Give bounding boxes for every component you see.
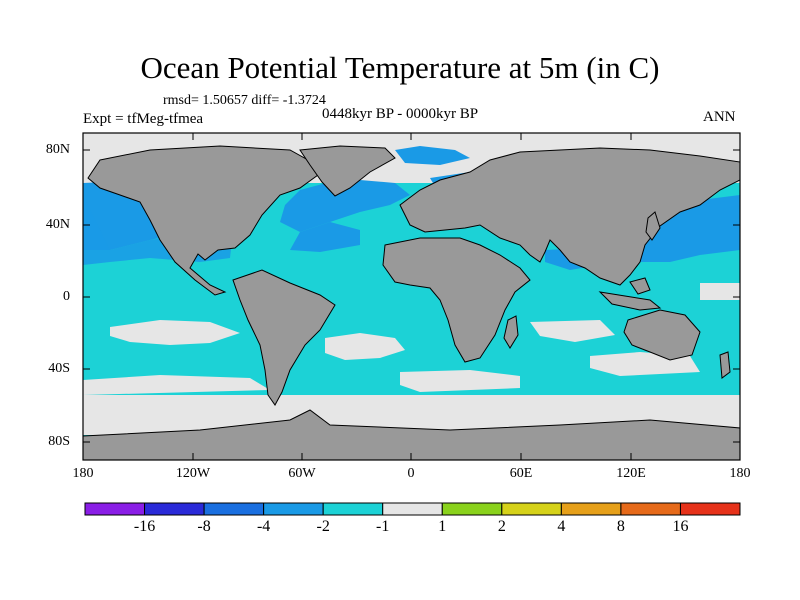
colorbar-swatch [382,502,443,516]
x-tick-label: 120E [616,466,646,481]
colorbar-swatch [84,502,146,516]
x-tick-label: 120W [175,466,211,481]
land-indonesia [598,291,662,311]
colorbar-swatch [501,502,562,516]
colorbar-label: -1 [376,518,390,535]
x-tick-label: 0 [407,466,415,481]
colorbar-label: -4 [256,518,271,535]
colorbar [84,502,741,516]
stats-label: rmsd= 1.50657 diff= -1.3724 [163,93,326,108]
colorbar-swatch [144,502,205,516]
y-tick-label: 40N [45,217,70,232]
land-new-zealand [719,351,731,379]
colorbar-label: -8 [197,518,211,535]
colorbar-swatch [322,502,384,516]
land-japan [645,211,661,241]
land-south-america [232,269,336,406]
colorbar-label: -2 [316,518,330,535]
colorbar-label: 2 [497,518,506,535]
land-australia [623,309,701,361]
colorbar-label: -16 [133,518,156,535]
page-title: Ocean Potential Temperature at 5m (in C) [140,50,660,85]
y-tick-label: 80N [45,142,70,157]
x-tick-label: 60E [509,466,533,481]
x-tick-label: 60W [288,466,316,481]
colorbar-swatch [560,502,622,516]
colorbar-label: 16 [672,518,689,535]
colorbar-swatch [441,502,503,516]
land-madagascar [503,315,519,349]
colorbar-swatch [203,502,265,516]
season-label: ANN [703,109,736,125]
y-tick-label: 80S [48,434,70,449]
land-eurasia [399,147,741,286]
axis-ticks [83,133,740,460]
colorbar-label: 4 [557,518,566,535]
x-tick-label: 180 [729,466,751,481]
land-africa [382,237,531,363]
land-greenland [299,145,396,197]
colorbar-swatch [620,502,681,516]
land-masses [82,145,741,461]
y-tick-label: 0 [63,289,70,304]
colorbar-label: 1 [438,518,447,535]
colorbar-swatch [263,502,324,516]
x-tick-label: 180 [72,466,94,481]
period-label: 0448kyr BP - 0000kyr BP [322,106,479,122]
experiment-label: Expt = tfMeg-tfmea [83,111,204,127]
y-tick-label: 40S [48,361,70,376]
map-panel [82,133,741,461]
colorbar-label: 8 [616,518,625,535]
colorbar-swatch [679,502,741,516]
neutral-patches [83,170,740,395]
